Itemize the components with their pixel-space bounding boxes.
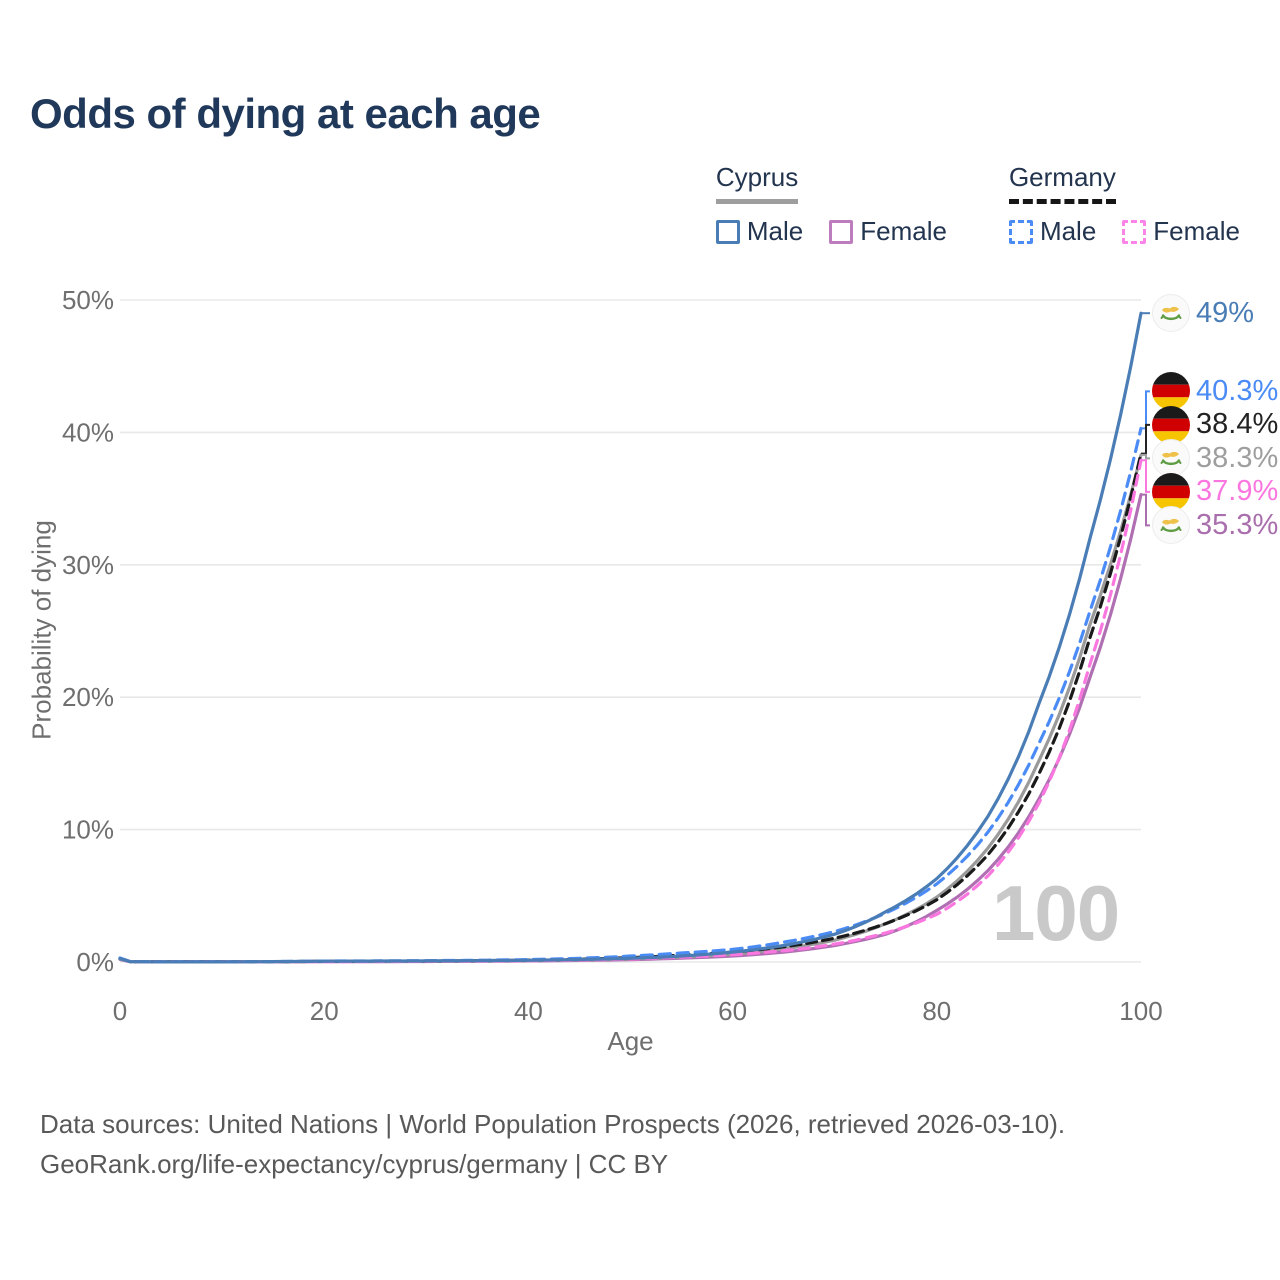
x-tick-label: 60 [718, 996, 747, 1026]
end-label-value: 49% [1196, 296, 1255, 329]
end-label-connector [1141, 453, 1150, 460]
y-tick-label: 20% [62, 682, 114, 712]
legend-item-cyprus-female[interactable]: Female [829, 216, 947, 247]
series-line-germany-male [118, 426, 1143, 964]
page-title: Odds of dying at each age [30, 90, 541, 137]
footer-attribution: GeoRank.org/life-expectancy/cyprus/germa… [40, 1149, 669, 1179]
germany-flag-icon [1152, 405, 1190, 444]
end-label-value: 38.4% [1196, 408, 1279, 441]
end-label-germany-female: 37.9% [1152, 472, 1279, 511]
cyprus-female-swatch-icon [829, 219, 854, 244]
end-label-value: 37.9% [1196, 475, 1279, 508]
series-line-germany-both [118, 452, 1143, 964]
hover-age-watermark: 100 [992, 869, 1120, 957]
end-label-cyprus-both: 38.3% [1152, 439, 1279, 478]
x-tick-label: 0 [113, 996, 127, 1026]
legend-country-germany[interactable]: Germany [1008, 162, 1116, 204]
cyprus-flag-icon [1152, 439, 1190, 478]
end-label-connector [1141, 493, 1150, 527]
y-tick-label: 0% [76, 947, 114, 977]
y-tick-label: 10% [62, 815, 114, 845]
y-tick-label: 50% [62, 285, 114, 315]
end-label-value: 35.3% [1196, 508, 1279, 541]
end-label-connector [1141, 423, 1150, 455]
x-tick-label: 80 [922, 996, 951, 1026]
series-line-cyprus-male [118, 311, 1143, 964]
series-line-germany-female [118, 458, 1143, 964]
x-tick-label: 100 [1119, 996, 1162, 1026]
legend-item-label: Female [860, 216, 947, 246]
legend-group-cyprus: Cyprus Male Female [715, 162, 947, 247]
cyprus-male-swatch-icon [715, 219, 740, 244]
x-axis-title: Age [607, 1026, 654, 1056]
end-label-germany-male: 40.3% [1152, 372, 1279, 411]
legend-item-label: Male [1039, 216, 1097, 246]
x-tick-label: 20 [310, 996, 339, 1026]
end-label-cyprus-male: 49% [1152, 294, 1255, 333]
germany-flag-icon [1152, 372, 1190, 411]
end-label-connector [1141, 459, 1150, 493]
legend-item-cyprus-male[interactable]: Male [715, 216, 804, 247]
series-line-cyprus-both [118, 453, 1143, 964]
end-label-cyprus-female: 35.3% [1152, 506, 1279, 545]
cyprus-flag-icon [1152, 506, 1190, 545]
y-axis-title: Probability of dying [26, 520, 57, 740]
footer-data-sources: Data sources: United Nations | World Pop… [40, 1109, 1066, 1139]
legend-item-label: Male [746, 216, 804, 246]
legend-country-cyprus[interactable]: Cyprus [715, 162, 799, 204]
legend-item-germany-female[interactable]: Female [1122, 216, 1240, 247]
y-tick-label: 30% [62, 550, 114, 580]
end-label-value: 40.3% [1196, 374, 1279, 407]
germany-flag-icon [1152, 472, 1190, 511]
cyprus-flag-icon [1152, 294, 1190, 333]
germany-male-swatch-icon [1008, 219, 1033, 244]
end-label-germany-both: 38.4% [1152, 405, 1279, 444]
footer: Data sources: United Nations | World Pop… [40, 1104, 1065, 1184]
chart-legend: Cyprus Male Female Germany Male [715, 162, 1240, 247]
germany-female-swatch-icon [1122, 219, 1147, 244]
end-label-connector [1141, 390, 1150, 430]
x-tick-label: 40 [514, 996, 543, 1026]
legend-item-label: Female [1153, 216, 1240, 246]
end-label-value: 38.3% [1196, 441, 1279, 474]
legend-group-germany: Germany Male Female [1008, 162, 1240, 247]
y-tick-label: 40% [62, 417, 114, 447]
legend-item-germany-male[interactable]: Male [1008, 216, 1097, 247]
